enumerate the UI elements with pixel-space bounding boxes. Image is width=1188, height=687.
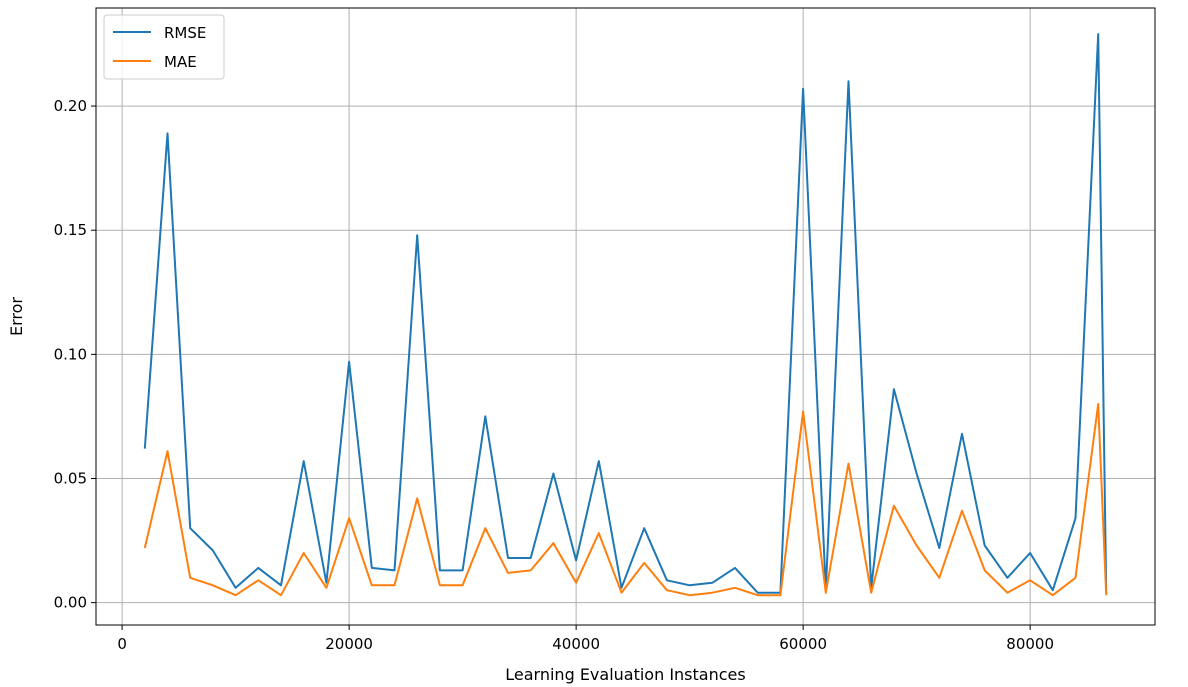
series-line-mae [143, 403, 1108, 597]
y-tick-label: 0.15 [54, 221, 87, 239]
y-tick-label: 0.10 [54, 345, 87, 363]
x-tick-label: 0 [117, 635, 127, 653]
grid [96, 8, 1155, 625]
legend: RMSE MAE [103, 14, 225, 80]
ticks: 0 20000 40000 60000 80000 0.00 0.05 0.10 0.15 0.2… [54, 97, 1054, 653]
x-axis-label: Learning Evaluation Instances [505, 665, 745, 684]
x-tick-label: 60000 [779, 635, 827, 653]
plot-area-frame [95, 7, 1156, 626]
y-tick-label: 0.20 [54, 97, 87, 115]
x-tick-label: 40000 [552, 635, 600, 653]
legend-label-rmse: RMSE [164, 24, 206, 42]
x-tick-label: 80000 [1006, 635, 1054, 653]
series-lines [143, 33, 1108, 597]
series-line-rmse [143, 33, 1108, 594]
y-tick-label: 0.00 [54, 594, 87, 612]
y-axis-label: Error [7, 297, 26, 336]
legend-label-mae: MAE [164, 53, 197, 71]
x-tick-label: 20000 [325, 635, 373, 653]
y-tick-label: 0.05 [54, 470, 87, 488]
